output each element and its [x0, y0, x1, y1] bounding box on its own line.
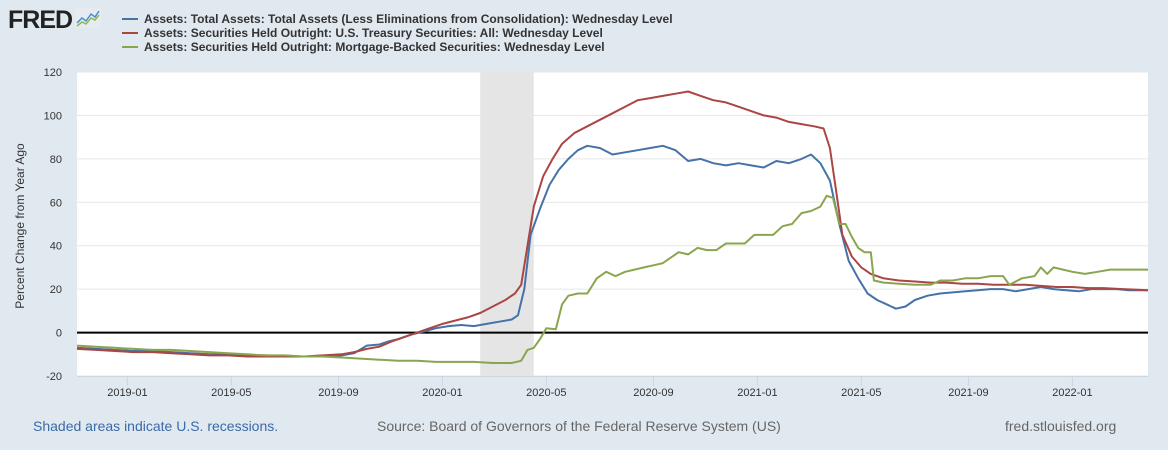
y-tick-label: 100 [44, 110, 62, 122]
y-tick-label: -20 [46, 371, 62, 383]
recession-shading-group [480, 72, 534, 376]
legend-item-treasury[interactable]: Assets: Securities Held Outright: U.S. T… [122, 26, 673, 40]
legend-swatch [122, 46, 138, 48]
site-link[interactable]: fred.stlouisfed.org [1005, 418, 1117, 434]
x-tick-label: 2020-05 [526, 387, 566, 399]
x-tick-label: 2020-09 [633, 387, 673, 399]
legend-swatch [122, 32, 138, 34]
x-tick-label: 2021-05 [841, 387, 881, 399]
x-tick-label: 2022-01 [1052, 387, 1092, 399]
x-tick-labels: 2019-01 2019-05 2019-09 2020-01 2020-05 2020-… [77, 376, 1148, 399]
y-tick-label: 20 [50, 284, 62, 296]
x-tick-label: 2019-09 [318, 387, 358, 399]
y-tick-labels: -20 0 20 40 60 80 100 120 [44, 67, 62, 383]
series-line-1 [76, 90, 1149, 358]
series-lines [76, 90, 1149, 364]
plot-background [77, 72, 1148, 376]
source-text: Source: Board of Governors of the Federa… [377, 418, 781, 434]
x-tick-label: 2021-09 [948, 387, 988, 399]
x-tick-label: 2021-01 [737, 387, 777, 399]
y-tick-label: 80 [50, 154, 62, 166]
y-tick-label: 60 [50, 197, 62, 209]
series-line-0 [76, 144, 1148, 358]
chart-canvas[interactable]: -20 0 20 40 60 80 100 120 2019-01 2019-05 2019-09… [0, 0, 1168, 410]
logo-text: FRED [8, 5, 73, 34]
x-tick-label: 2019-05 [211, 387, 251, 399]
legend-swatch [122, 18, 138, 20]
legend-label: Assets: Securities Held Outright: U.S. T… [144, 26, 603, 40]
x-tick-label: 2020-01 [422, 387, 462, 399]
legend-label: Assets: Securities Held Outright: Mortga… [144, 40, 605, 54]
fred-logo[interactable]: FRED [8, 5, 102, 34]
series-line-2 [76, 194, 1148, 364]
legend-item-mbs[interactable]: Assets: Securities Held Outright: Mortga… [122, 40, 673, 54]
legend-label: Assets: Total Assets: Total Assets (Less… [144, 12, 673, 26]
legend-item-total-assets[interactable]: Assets: Total Assets: Total Assets (Less… [122, 12, 673, 26]
x-tick-label: 2019-01 [107, 387, 147, 399]
chart-legend: Assets: Total Assets: Total Assets (Less… [122, 12, 673, 54]
y-tick-label: 40 [50, 241, 62, 253]
line-chart-icon [75, 7, 102, 33]
y-tick-label: 120 [44, 67, 62, 79]
y-tick-label: 0 [56, 328, 62, 340]
recession-note-link[interactable]: Shaded areas indicate U.S. recessions. [33, 418, 279, 434]
recession-band [480, 72, 534, 376]
